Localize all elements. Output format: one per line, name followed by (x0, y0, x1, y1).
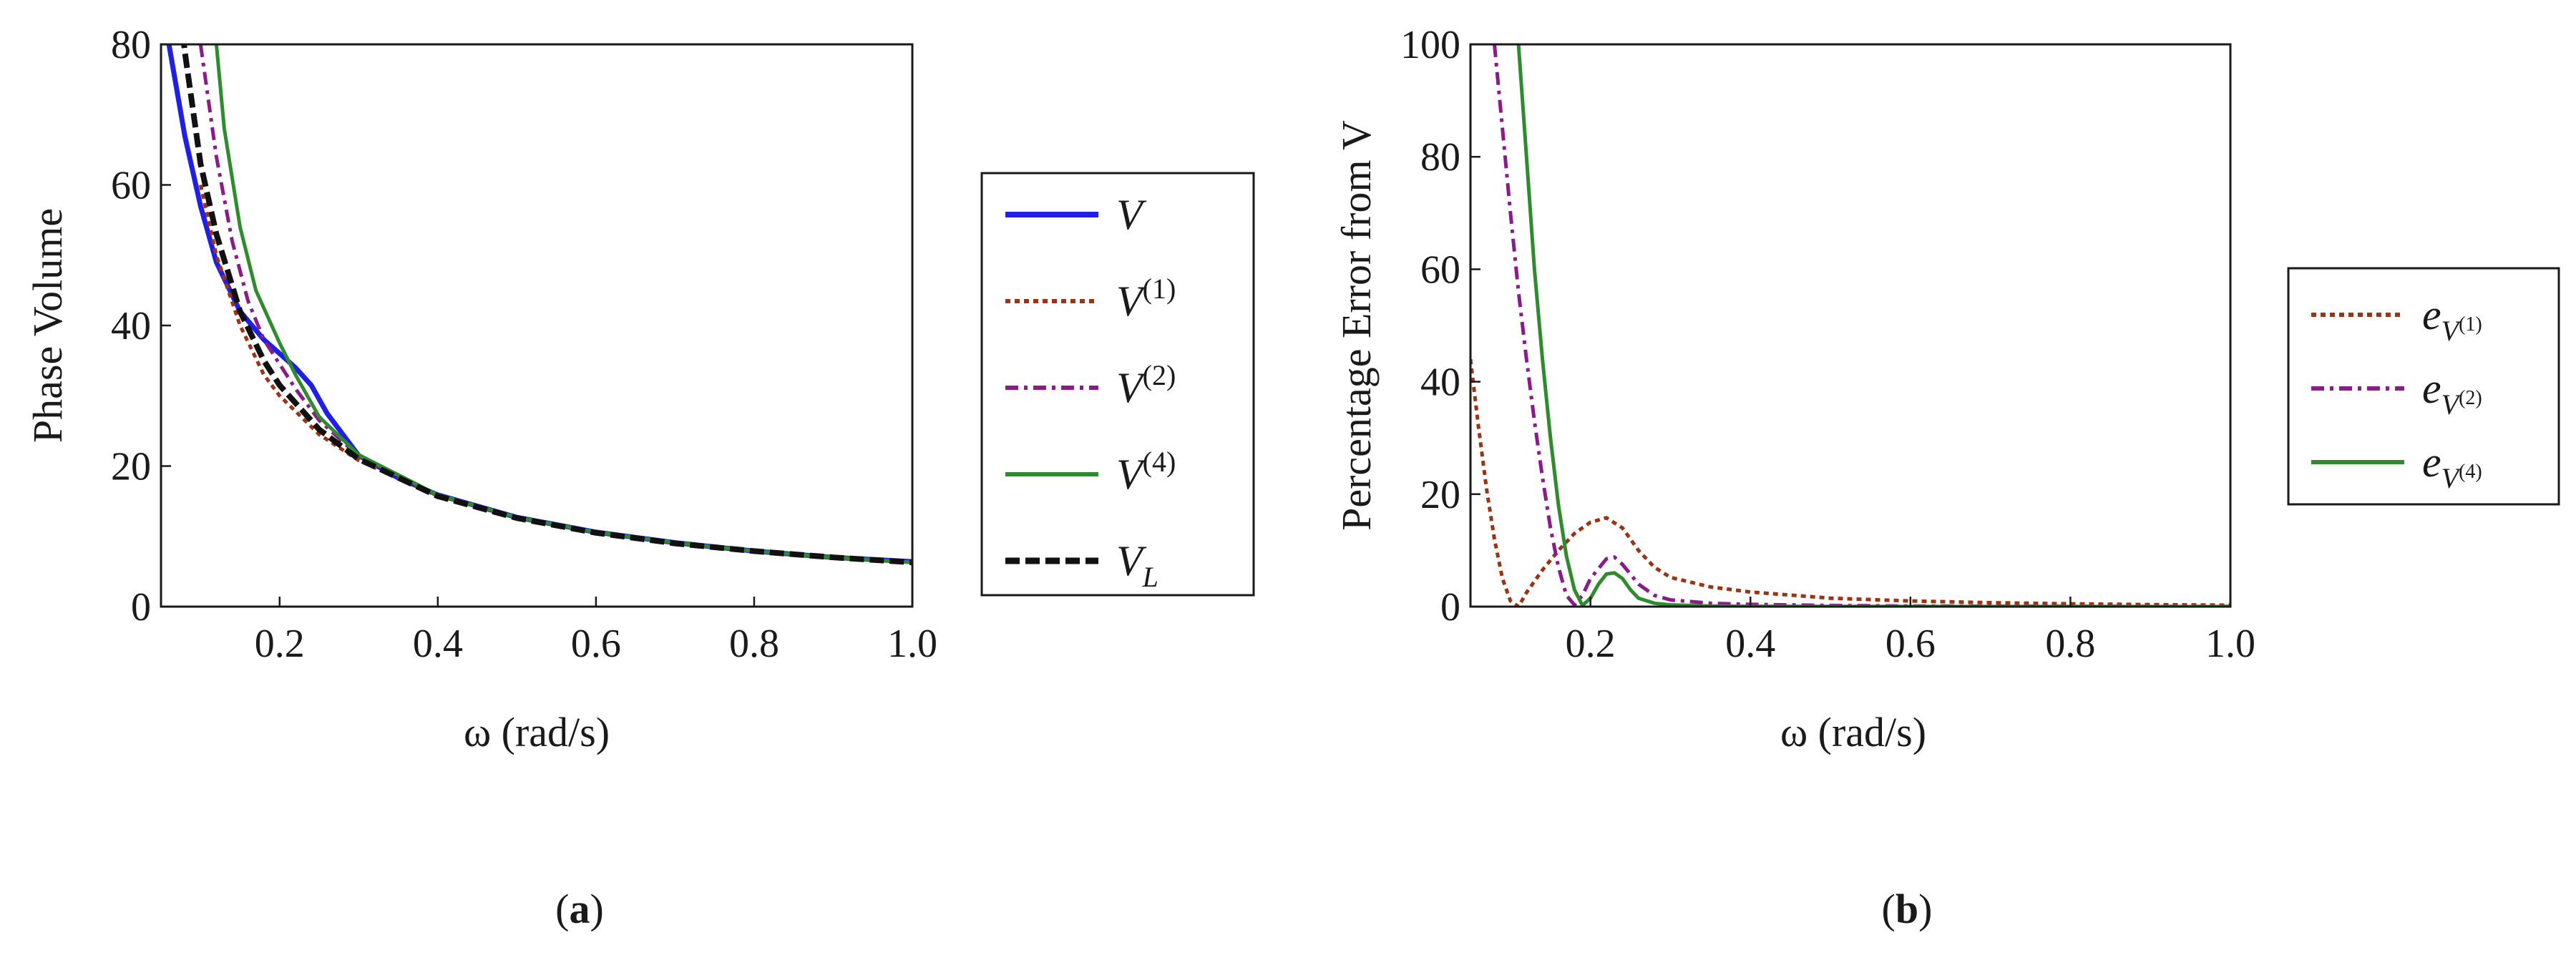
panel-b-legend-label: eV(4) (2422, 439, 2482, 494)
panel-b-caption: (b) (1882, 886, 1933, 932)
panel-b-x-tick-label: 1.0 (2205, 622, 2255, 666)
panel-a-legend-label: V(4) (1116, 446, 1176, 498)
panel-b-x-axis-label: ω (rad/s) (1780, 709, 1926, 755)
panel-b-curves (1470, 44, 2230, 607)
panel-b-legend-frame (2287, 267, 2560, 506)
panel-a-y-tick-label: 80 (111, 23, 151, 67)
panel-a-y-tick-label: 20 (111, 445, 151, 489)
panel-a-y-tick-label: 60 (111, 164, 151, 208)
panel-a-caption-label: a (570, 886, 590, 932)
panel-a-caption: (a) (555, 886, 604, 932)
panel-a-series-2-line (198, 44, 912, 564)
panel-b-x-tick-label: 0.6 (1885, 622, 1936, 666)
panel-a-ticks: 0.2 0.4 0.6 0.8 1.0 0 20 40 60 80 (111, 23, 937, 666)
panel-a-x-tick-label: 1.0 (887, 622, 937, 666)
panel-a-caption-open: ( (555, 886, 569, 932)
panel-a-series-3-line (214, 44, 912, 564)
panel-a-legend: V V(1) V(2) V(4) VL (980, 172, 1255, 597)
panel-a-caption-close: ) (590, 886, 604, 932)
panel-b-y-tick-label: 40 (1420, 361, 1460, 405)
panel-a-curves (166, 44, 912, 566)
panel-b-x-tick-label: 0.4 (1725, 622, 1775, 666)
panel-b-y-axis-label: Percentage Error from V (1333, 120, 1380, 531)
panel-a-legend-items: V V(1) V(2) V(4) VL (1005, 191, 1176, 593)
panel-a-x-tick-label: 0.8 (729, 622, 779, 666)
panel-b-y-tick-label: 60 (1420, 248, 1460, 292)
panel-a-series-1-line (198, 184, 912, 564)
panel-b-series-1-line (1493, 44, 2230, 607)
panel-a-y-tick-label: 40 (111, 304, 151, 348)
panel-b-x-tick-label: 0.2 (1566, 622, 1616, 666)
panel-a-y-tick-label: 0 (131, 585, 151, 630)
panel-b-caption-open: ( (1882, 886, 1896, 932)
panel-a-x-tick-label: 0.4 (413, 622, 463, 666)
panel-a-series-4-line (181, 44, 912, 566)
panel-b-y-tick-label: 100 (1400, 23, 1460, 67)
panel-a-x-tick-label: 0.2 (255, 622, 305, 666)
panel-a-legend-label: V (1116, 191, 1147, 238)
panel-b-ticks: 0.2 0.4 0.6 0.8 1.0 0 20 40 60 80 100 (1400, 23, 2255, 666)
panel-b-series-2-line (1516, 44, 2230, 607)
panel-b-legend: eV(1) eV(2) eV(4) (2287, 267, 2560, 506)
panel-b-y-tick-label: 80 (1420, 135, 1460, 180)
panel-a: 0.2 0.4 0.6 0.8 1.0 0 20 40 60 80 ω (rad/s) Phase… (24, 23, 1255, 932)
panel-b: 0.2 0.4 0.6 0.8 1.0 0 20 40 60 80 100 ω (rad/s) Pe… (1333, 23, 2560, 932)
panel-b-frame (1469, 43, 2232, 608)
panel-a-legend-frame (980, 172, 1255, 597)
panel-a-legend-label: V(2) (1116, 359, 1176, 411)
panel-b-caption-close: ) (1918, 886, 1932, 932)
panel-b-caption-label: b (1896, 886, 1918, 932)
panel-a-legend-label: VL (1116, 537, 1158, 593)
panel-b-legend-label: eV(1) (2422, 291, 2482, 347)
panel-a-x-axis-label: ω (rad/s) (464, 709, 610, 755)
panel-b-legend-label: eV(2) (2422, 365, 2482, 421)
panel-a-series-0-line (166, 44, 912, 564)
panel-a-y-axis-label: Phase Volume (24, 208, 71, 443)
panel-b-x-tick-label: 0.8 (2045, 622, 2095, 666)
panel-a-x-tick-label: 0.6 (571, 622, 621, 666)
panel-b-legend-items: eV(1) eV(2) eV(4) (2311, 291, 2482, 494)
panel-b-y-tick-label: 20 (1420, 473, 1460, 517)
panel-a-legend-label: V(1) (1116, 273, 1176, 325)
panel-b-series-0-line (1470, 358, 2230, 607)
panel-b-y-tick-label: 0 (1440, 585, 1460, 630)
